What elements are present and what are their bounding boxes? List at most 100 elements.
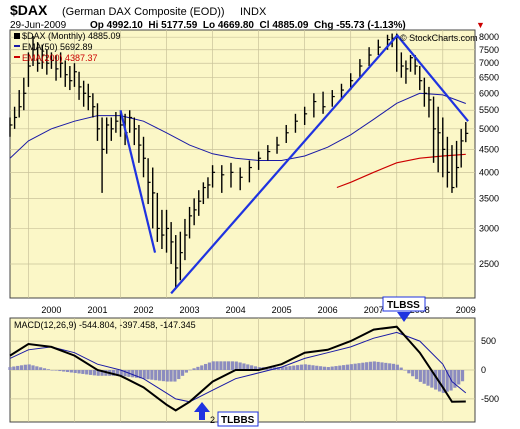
- legend-ema200: EMA(200) 4387.37: [22, 53, 98, 63]
- histogram-bar: [368, 361, 373, 370]
- trendline-3: [395, 34, 469, 122]
- histogram-bar: [200, 365, 204, 370]
- histogram-bar: [92, 370, 96, 376]
- quote-date: 29-Jun-2009: [10, 20, 67, 31]
- histogram-bar: [430, 370, 434, 388]
- histogram-bar: [234, 361, 238, 370]
- histogram-bar: [165, 370, 169, 382]
- histogram-bar: [211, 361, 215, 370]
- x-tick-label: 2005: [272, 305, 292, 315]
- histogram-bar: [326, 367, 330, 370]
- histogram-bar: [292, 365, 296, 370]
- histogram-bar: [288, 366, 292, 370]
- x-tick-label: 2007: [364, 305, 384, 315]
- histogram-bar: [203, 363, 208, 370]
- histogram-bar: [299, 364, 304, 370]
- hidden-year-fragment: 2: [210, 415, 215, 425]
- histogram-bar: [361, 362, 365, 370]
- tlbss-arrow-icon: [397, 312, 411, 322]
- histogram-bar: [342, 365, 346, 370]
- histogram-bar: [111, 370, 116, 376]
- histogram-bar: [12, 366, 16, 370]
- symbol-name: (German DAX Composite (EOD)): [62, 6, 225, 18]
- tlbbs-label: TLBBS: [221, 415, 255, 426]
- histogram-bar: [27, 364, 31, 370]
- tlbss-label: TLBSS: [387, 300, 420, 311]
- trendline-1: [119, 109, 157, 253]
- histogram-bar: [453, 370, 457, 388]
- y-tick-label: 3500: [479, 193, 499, 203]
- histogram-bar: [246, 364, 250, 370]
- exchange-label: INDX: [240, 6, 267, 18]
- y-tick-label: 7000: [479, 58, 499, 68]
- histogram-bar: [180, 370, 185, 376]
- histogram-bar: [276, 367, 281, 370]
- y-tick-label: 8000: [479, 32, 499, 42]
- histogram-bar: [184, 370, 189, 373]
- histogram-bar: [134, 370, 139, 378]
- histogram-bar: [173, 370, 177, 382]
- histogram-bar: [62, 370, 66, 372]
- histogram-bar: [215, 361, 219, 370]
- histogram-bar: [192, 368, 196, 370]
- price-panel: [9, 29, 476, 299]
- histogram-bar: [142, 370, 146, 379]
- tlbbs-box: [217, 411, 259, 427]
- histogram-bar: [46, 369, 50, 370]
- macd-legend: MACD(12,26,9) -544.804, -397.458, -147.3…: [14, 320, 196, 330]
- chg-down-icon: ▼: [476, 20, 485, 30]
- histogram-bar: [269, 367, 273, 370]
- histogram-bar: [88, 370, 93, 375]
- x-tick-label: 2002: [133, 305, 153, 315]
- legend-marker-ema200: [14, 56, 20, 58]
- histogram-bar: [207, 362, 212, 370]
- histogram-bar: [157, 370, 162, 381]
- y-tick-label: 7500: [479, 45, 499, 55]
- trendline-2: [170, 35, 398, 295]
- y-tick-label: 4500: [479, 144, 499, 154]
- histogram-bar: [23, 364, 27, 370]
- histogram-bar: [418, 370, 422, 382]
- histogram-bar: [426, 370, 430, 386]
- quote-line: Op 4992.10 Hi 5177.59 Lo 4669.80 Cl 4885…: [90, 20, 406, 31]
- histogram-bar: [223, 361, 227, 370]
- histogram-bar: [196, 366, 200, 370]
- histogram-bar: [65, 370, 70, 373]
- histogram-bar: [403, 370, 407, 371]
- ema50-line: [9, 92, 466, 161]
- histogram-bar: [334, 366, 338, 370]
- y-tick-label: 5000: [479, 124, 499, 134]
- legend-marker-ema50: [14, 45, 20, 47]
- y-tick-label: 4000: [479, 167, 499, 177]
- symbol-title: $DAX: [10, 2, 48, 18]
- histogram-bar: [399, 367, 403, 370]
- histogram-bar: [372, 361, 376, 370]
- histogram-bar: [441, 370, 445, 393]
- tlbss-annotation: TLBSS: [382, 296, 426, 322]
- histogram-bar: [161, 370, 166, 382]
- histogram-bar: [414, 370, 419, 380]
- ema50-path: [9, 92, 466, 161]
- histogram-bar: [188, 369, 192, 371]
- histogram-bar: [154, 370, 158, 381]
- histogram-bar: [365, 362, 369, 370]
- watermark: © StockCharts.com: [400, 33, 478, 43]
- histogram-bar: [250, 365, 254, 370]
- histogram-bar: [35, 366, 39, 370]
- histogram-bar: [407, 370, 411, 374]
- histogram-bar: [42, 368, 47, 370]
- histogram-bar: [388, 363, 392, 370]
- histogram-bar: [380, 362, 384, 370]
- histogram-bar: [353, 363, 357, 370]
- histogram-bar: [69, 370, 73, 373]
- histogram-bar: [146, 370, 150, 380]
- histogram-bar: [227, 361, 231, 370]
- histogram-bar: [242, 363, 246, 370]
- y-tick-label: 5500: [479, 105, 499, 115]
- histogram-bar: [50, 370, 54, 371]
- histogram-bar: [411, 370, 415, 377]
- y-tick-label: 3000: [479, 223, 499, 233]
- histogram-bar: [73, 370, 77, 373]
- y-tick-label: 6000: [479, 88, 499, 98]
